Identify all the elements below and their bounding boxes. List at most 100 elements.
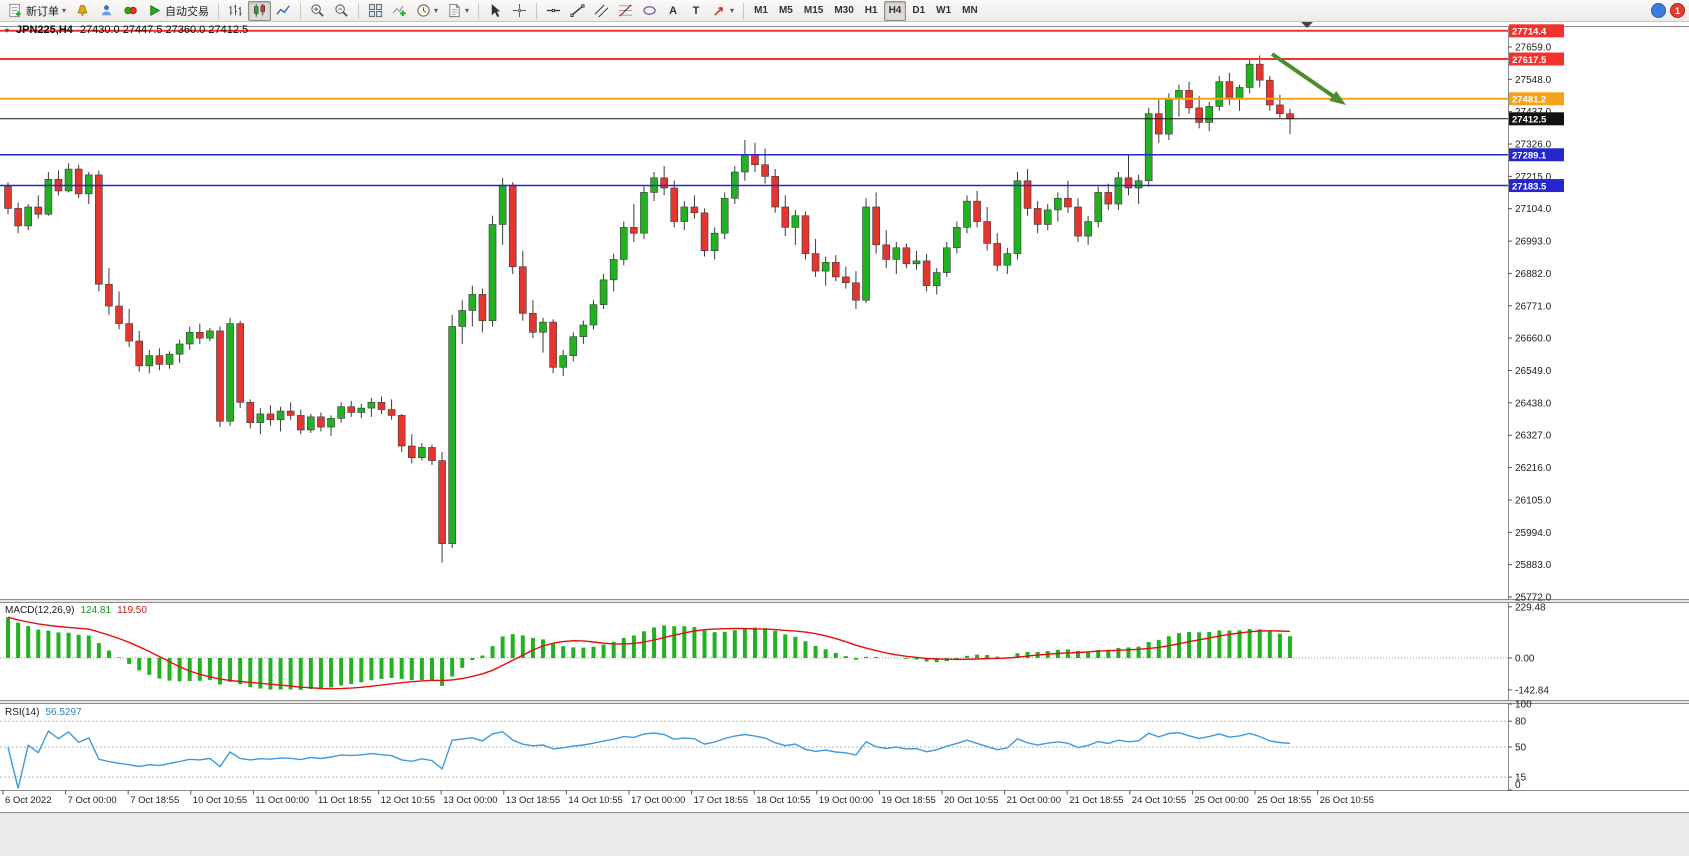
- ohlc-readout: 27430.0 27447.5 27360.0 27412.5: [79, 24, 249, 36]
- chart-bars-button[interactable]: [224, 1, 247, 21]
- play-icon: [150, 5, 161, 16]
- svg-text:6 Oct 2022: 6 Oct 2022: [5, 795, 51, 806]
- hline-tool-button[interactable]: [542, 1, 565, 21]
- rsi-pane: 100 80 50 150: [0, 700, 1532, 791]
- timeframe-w1-button[interactable]: W1: [936, 5, 952, 16]
- news-button[interactable]: [119, 1, 142, 21]
- templates-button[interactable]: ▾: [443, 1, 473, 21]
- timeframe-group: M1 M5 M15 M30 H1 H4 D1 W1 MN: [749, 0, 983, 21]
- indicators-button[interactable]: [388, 1, 411, 21]
- notification-badge[interactable]: 1: [1670, 3, 1685, 18]
- chart-candles-button[interactable]: [248, 0, 272, 21]
- tile-windows-button[interactable]: [364, 1, 387, 21]
- cursor-arrow-icon: [491, 3, 501, 18]
- channel-icon: [594, 4, 609, 18]
- svg-text:-142.84: -142.84: [1515, 685, 1549, 696]
- timeframe-m30-button[interactable]: M30: [834, 5, 854, 16]
- window-lower-area: [0, 813, 1689, 856]
- price-tag: 27289.1: [1509, 148, 1564, 162]
- svg-text:27659.0: 27659.0: [1515, 42, 1552, 53]
- add-indicator-icon: [392, 5, 406, 17]
- svg-text:25772.0: 25772.0: [1515, 593, 1552, 604]
- timeframe-h4-button[interactable]: H4: [883, 0, 907, 21]
- alerts-button[interactable]: [71, 1, 94, 21]
- news-icon: [124, 6, 137, 15]
- pane-splitter[interactable]: [0, 700, 1689, 704]
- chevron-down-icon: ▾: [465, 5, 470, 15]
- crosshair-button[interactable]: [508, 1, 531, 21]
- time-axis[interactable]: 6 Oct 2022 7 Oct 00:00 7 Oct 18:55 10 Oct 1…: [2, 790, 1374, 807]
- svg-text:26882.0: 26882.0: [1515, 269, 1552, 280]
- horizontal-line-icon: [546, 8, 561, 13]
- svg-text:26105.0: 26105.0: [1515, 495, 1552, 506]
- chart-canvas[interactable]: 27659.027548.027437.027326.027215.027104…: [0, 22, 1689, 856]
- arrows-tool-button[interactable]: ▾: [708, 1, 738, 21]
- chevron-down-icon: ▾: [730, 5, 735, 15]
- timeframe-mn-button[interactable]: MN: [962, 5, 978, 16]
- community-badge[interactable]: [1651, 3, 1666, 18]
- chart-title: ▾ JPN225,H4 27430.0 27447.5 27360.0 2741…: [5, 24, 248, 36]
- price-tag: 27481.2: [1509, 92, 1564, 106]
- bell-icon: [77, 4, 88, 16]
- svg-text:25 Oct 00:00: 25 Oct 00:00: [1194, 795, 1248, 806]
- clock-icon: [417, 4, 430, 17]
- svg-text:26216.0: 26216.0: [1515, 463, 1552, 474]
- label-tool-icon: T: [692, 4, 700, 17]
- macd-pane: 229.48 0.00 -142.84: [0, 602, 1549, 696]
- new-order-button[interactable]: 新订单 ▾: [4, 1, 70, 21]
- label-tool-button[interactable]: T: [685, 1, 707, 21]
- trendline-tool-button[interactable]: [566, 1, 589, 21]
- svg-text:27617.5: 27617.5: [1512, 55, 1547, 66]
- cursor-button[interactable]: [484, 1, 507, 21]
- chart-shift-marker[interactable]: [1301, 22, 1313, 28]
- svg-text:7 Oct 00:00: 7 Oct 00:00: [68, 795, 117, 806]
- chart-line-button[interactable]: [272, 1, 295, 21]
- channel-tool-button[interactable]: [590, 1, 613, 21]
- svg-text:0: 0: [1515, 780, 1521, 791]
- periods-button[interactable]: ▾: [412, 1, 442, 21]
- macd-name: MACD(12,26,9): [5, 605, 75, 616]
- hline-objects[interactable]: 27714.4 27617.5 27481.2 27412.5 27289.1 27183…: [0, 24, 1564, 192]
- community-button[interactable]: [95, 1, 118, 21]
- svg-text:27481.2: 27481.2: [1512, 95, 1546, 106]
- rsi-value: 56.5297: [45, 707, 82, 718]
- toolbar-separator: [743, 2, 745, 19]
- text-tool-button[interactable]: A: [662, 1, 684, 21]
- svg-text:26438.0: 26438.0: [1515, 398, 1552, 409]
- zoom-out-button[interactable]: [330, 1, 353, 21]
- price-tag: 27617.5: [1509, 52, 1564, 66]
- trendline-icon: [570, 4, 585, 17]
- svg-text:13 Oct 00:00: 13 Oct 00:00: [443, 795, 497, 806]
- fibonacci-icon: [618, 4, 633, 17]
- trend-arrow-object[interactable]: [1270, 52, 1346, 105]
- svg-text:14 Oct 10:55: 14 Oct 10:55: [568, 795, 622, 806]
- text-tool-icon: A: [669, 4, 678, 17]
- timeframe-m1-button[interactable]: M1: [754, 5, 768, 16]
- svg-text:19 Oct 18:55: 19 Oct 18:55: [881, 795, 935, 806]
- zoom-out-icon: [335, 4, 348, 17]
- tile-windows-icon: [368, 3, 383, 18]
- one-click-caret-icon[interactable]: ▾: [5, 25, 10, 35]
- ohlc-bars-icon: [229, 4, 242, 17]
- pane-splitter[interactable]: [0, 599, 1689, 603]
- svg-text:0.00: 0.00: [1515, 654, 1535, 665]
- svg-text:24 Oct 10:55: 24 Oct 10:55: [1132, 795, 1186, 806]
- autotrading-button[interactable]: 自动交易: [143, 1, 213, 21]
- svg-text:26327.0: 26327.0: [1515, 431, 1552, 442]
- symbol-timeframe-label: JPN225,H4: [16, 24, 73, 36]
- timeframe-m15-button[interactable]: M15: [803, 5, 824, 16]
- svg-text:17 Oct 18:55: 17 Oct 18:55: [694, 795, 748, 806]
- svg-text:27548.0: 27548.0: [1515, 75, 1552, 86]
- crosshair-icon: [512, 3, 527, 18]
- ellipse-tool-button[interactable]: [638, 1, 661, 21]
- svg-text:20 Oct 10:55: 20 Oct 10:55: [944, 795, 998, 806]
- svg-text:18 Oct 10:55: 18 Oct 10:55: [756, 795, 810, 806]
- svg-text:17 Oct 00:00: 17 Oct 00:00: [631, 795, 685, 806]
- timeframe-d1-button[interactable]: D1: [912, 5, 926, 16]
- zoom-in-button[interactable]: [306, 1, 329, 21]
- svg-text:50: 50: [1515, 743, 1527, 754]
- fibonacci-tool-button[interactable]: [614, 1, 637, 21]
- timeframe-m5-button[interactable]: M5: [778, 5, 793, 16]
- rsi-label: RSI(14) 56.5297: [5, 707, 82, 718]
- timeframe-h1-button[interactable]: H1: [864, 5, 878, 16]
